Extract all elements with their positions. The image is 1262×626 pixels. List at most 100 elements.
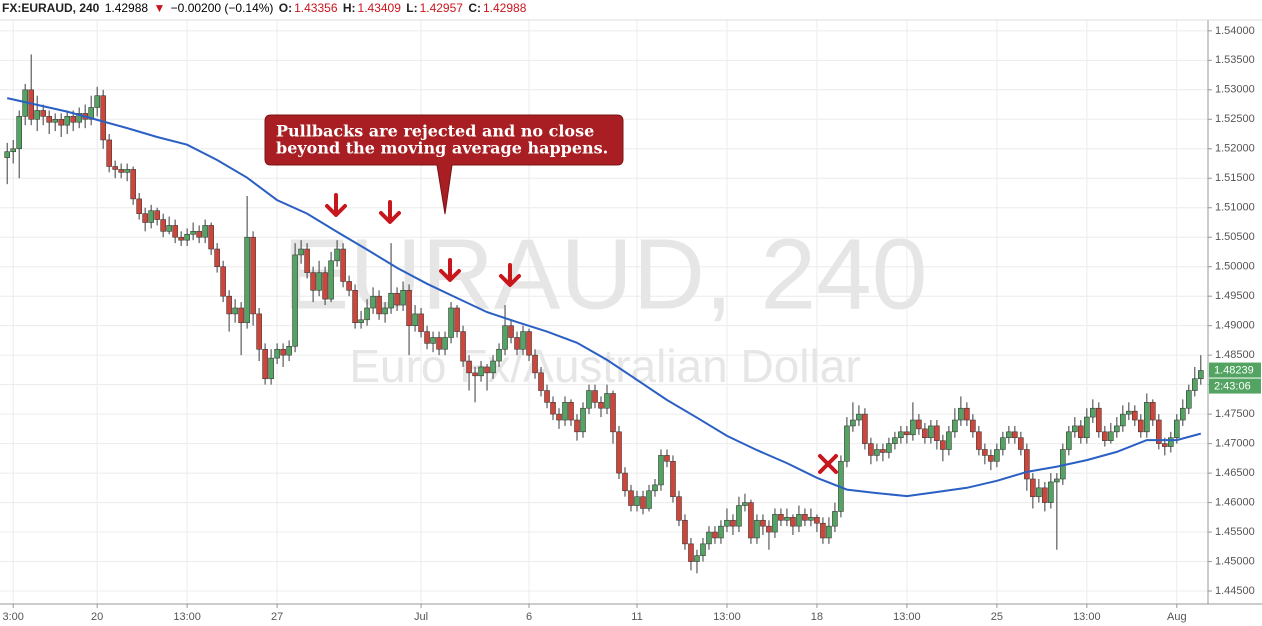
candle-body [184,233,190,241]
candle-body [712,531,718,539]
x-tick-label: 13:00 [173,611,201,623]
candle-body [286,346,292,356]
candle-body [766,525,772,533]
candle-body [856,413,862,421]
candle-body [394,292,400,306]
y-tick-label: 1.51500 [1215,172,1255,184]
down-arrow [325,193,347,217]
ohlc-value: 1.43409 [357,1,401,15]
candle-body [922,428,928,439]
candle-body [832,511,838,527]
candle-body [1114,425,1120,433]
candle-body [418,313,424,332]
candle-body [142,213,148,223]
candle-body [382,307,388,315]
candle-body [1024,449,1030,480]
y-tick-label: 1.44500 [1215,585,1255,597]
candle-body [1198,370,1204,380]
candle-body [436,337,442,350]
candle-body [538,372,544,391]
annotations: Pullbacks are rejected and no close beyo… [264,114,838,474]
candle-body [100,95,106,141]
candle-body [208,225,214,250]
candle-body [676,496,682,521]
candle-body [52,118,58,123]
candle-body [340,248,346,282]
candle-body [322,272,328,300]
candle-body [652,484,658,492]
candle-body [976,431,982,450]
candle-body [1120,413,1126,427]
candle-body [610,393,616,433]
candle-body [688,543,694,562]
candle-body [310,272,316,291]
candle-body [376,295,382,315]
candle-body [244,236,250,324]
x-tick-label: Aug [1167,611,1187,623]
candle-body [958,407,964,421]
x-tick-label: 18 [811,611,823,623]
candle-body [952,419,958,433]
y-tick-label: 1.47500 [1215,408,1255,420]
y-tick-label: 1.52500 [1215,113,1255,125]
candle-body [592,390,598,403]
candle-body [1078,425,1084,439]
candle-body [448,307,454,338]
ohlc-value: 1.42957 [419,1,463,15]
candle-body [46,116,52,123]
x-tick-label: 6 [526,611,532,623]
candle-body [352,289,358,324]
candle-body [262,348,268,380]
candle-body [1090,407,1096,418]
y-tick-label: 1.52000 [1215,143,1255,155]
candle-body [1000,437,1006,450]
candle-body [640,496,646,509]
y-tick-label: 1.45500 [1215,526,1255,538]
x-tick-label: 27 [271,611,283,623]
candle-body [232,307,238,315]
candle-body [658,455,664,486]
candle-body [1066,431,1072,450]
candle-body [532,354,538,374]
y-tick-label: 1.47000 [1215,438,1255,450]
candle-body [388,292,394,309]
candle-body [724,519,730,527]
candle-body [106,139,112,167]
candle-body [130,169,136,200]
candle-body [274,348,280,359]
candle-body [64,116,70,126]
candle-body [604,393,610,409]
candle-body [928,425,934,439]
countdown-box [1209,378,1261,394]
candle-body [1162,443,1168,447]
candle-body [1180,407,1186,421]
ohlc-label: C: [468,1,481,15]
candle-body [334,248,340,262]
ohlc-value: 1.42988 [482,1,527,15]
candle-body [982,449,988,456]
candle-body [412,313,418,326]
callout [264,114,624,215]
candle-body [988,455,994,462]
candle-body [814,517,820,524]
x-tick-label: 13:00 [893,611,921,623]
x-tick-label: 25 [991,611,1003,623]
candle-body [946,431,952,450]
candle-body [616,431,622,474]
x-tick-label: 13:00 [713,611,741,623]
candle-body [238,307,244,324]
candle-body [1150,402,1156,421]
candle-body [154,210,160,220]
candle-body [76,113,82,123]
candle-body [892,437,898,444]
y-tick-label: 1.51000 [1215,202,1255,214]
candle-body [1186,390,1192,409]
candle-body [706,531,712,545]
ohlc-label: O: [278,1,293,15]
candle-body [358,319,364,324]
y-tick-label: 1.49000 [1215,320,1255,332]
candle-body [424,331,430,344]
callout-line: beyond the moving average happens. [276,139,608,158]
candle-body [1108,431,1114,441]
